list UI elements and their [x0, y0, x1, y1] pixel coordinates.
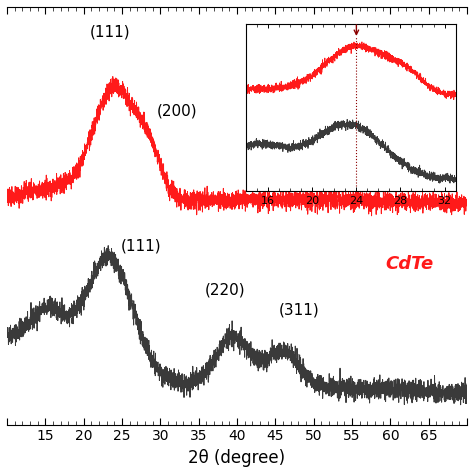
Text: (111): (111) [120, 238, 161, 253]
Text: (220): (220) [205, 283, 246, 298]
Text: CdTe: CdTe [385, 255, 434, 273]
Text: (111): (111) [90, 24, 131, 39]
X-axis label: 2θ (degree): 2θ (degree) [189, 449, 285, 467]
Text: (311): (311) [279, 303, 320, 318]
Text: (200): (200) [156, 104, 197, 119]
